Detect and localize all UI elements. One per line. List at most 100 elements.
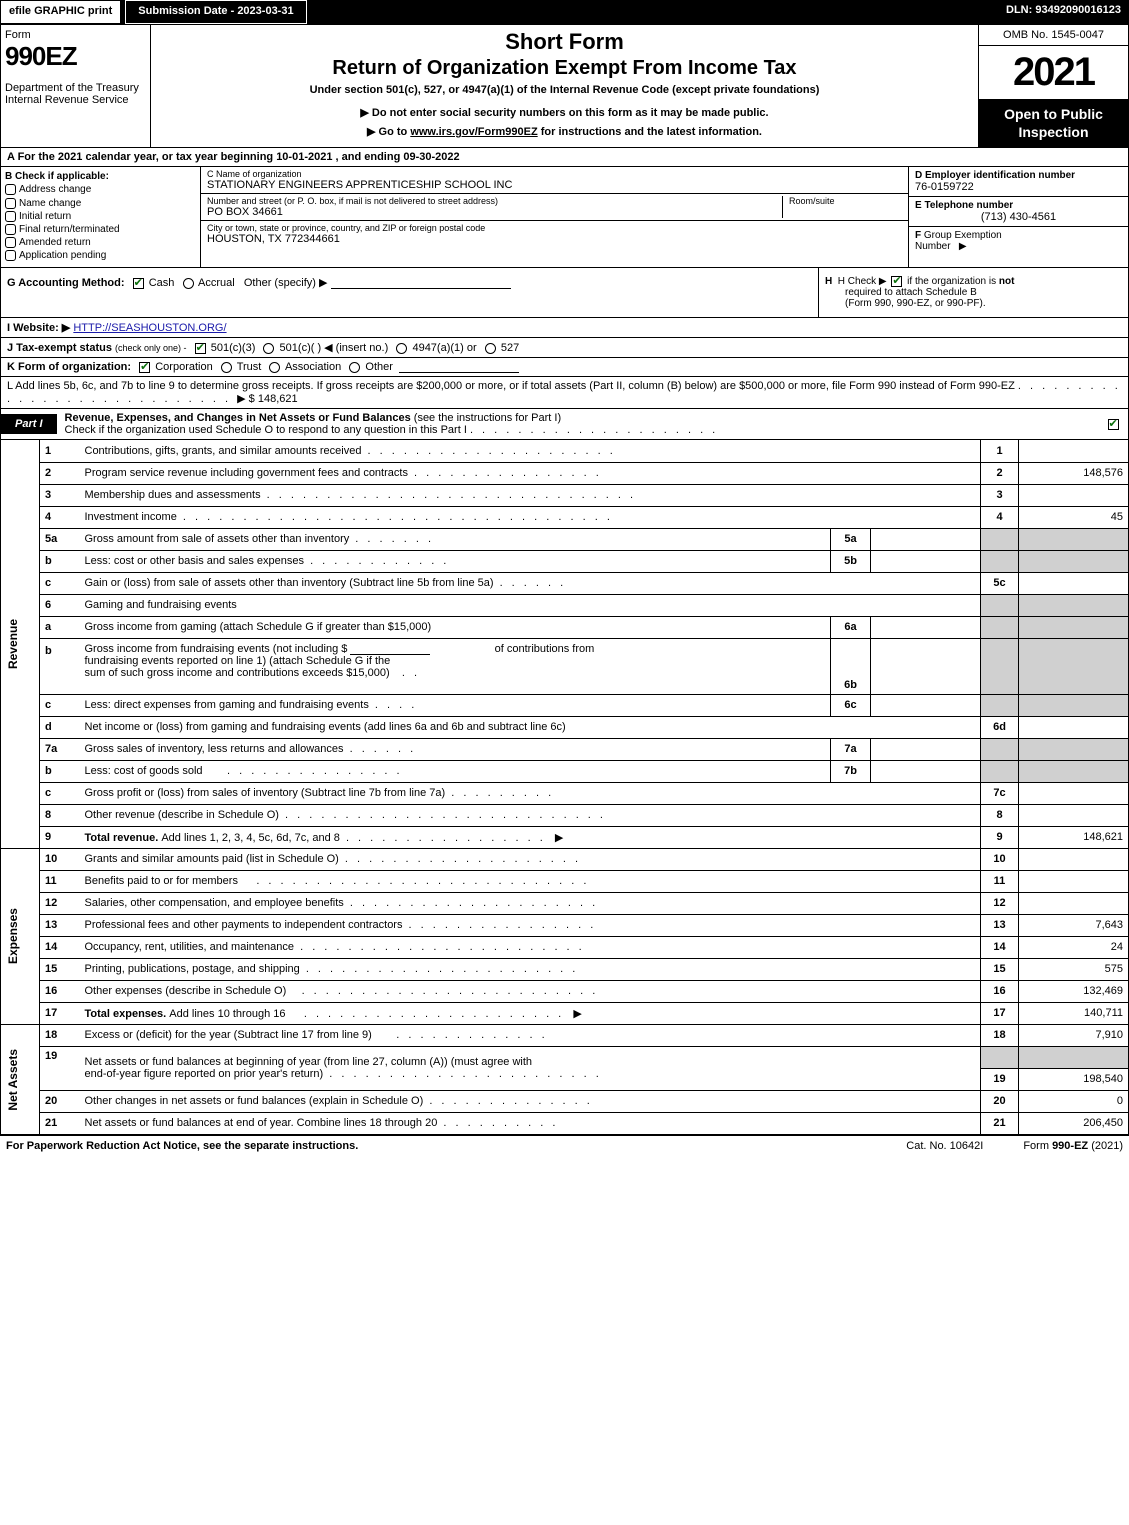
column-d-e-f: D Employer identification number 76-0159…: [908, 167, 1128, 267]
other-org-input[interactable]: [399, 361, 519, 373]
line-6d-desc: Net income or (loss) from gaming and fun…: [80, 716, 981, 738]
cb-label: Name change: [19, 198, 81, 209]
f-group-row: F Group ExemptionNumber ▶: [909, 227, 1128, 267]
line-18-val: 7,910: [1019, 1024, 1129, 1046]
l-text: L Add lines 5b, 6c, and 7b to line 9 to …: [7, 380, 1015, 392]
line-4-desc: Investment income . . . . . . . . . . . …: [80, 506, 981, 528]
part-1-sub: (see the instructions for Part I): [414, 412, 561, 424]
checkbox-amended-return[interactable]: Amended return: [5, 237, 196, 248]
radio-accrual-icon[interactable]: [183, 278, 194, 289]
line-3-desc: Membership dues and assessments . . . . …: [80, 484, 981, 506]
do-not-enter-text: ▶ Do not enter social security numbers o…: [161, 106, 968, 119]
line-18-no: 18: [40, 1024, 80, 1046]
line-12-no: 12: [40, 892, 80, 914]
line-6b-inner: 6b: [831, 638, 871, 694]
top-bar: efile GRAPHIC print Submission Date - 20…: [0, 0, 1129, 24]
contributions-blank[interactable]: [350, 643, 430, 655]
row-l-gross-receipts: L Add lines 5b, 6c, and 7b to line 9 to …: [0, 377, 1129, 409]
line-19-row: 19 Net assets or fund balances at beginn…: [1, 1046, 1129, 1068]
checkbox-address-change[interactable]: Address change: [5, 184, 196, 195]
checkbox-h-icon[interactable]: [891, 276, 902, 287]
line-5a-inner: 5a: [831, 528, 871, 550]
line-7c-box: 7c: [981, 782, 1019, 804]
line-16-val: 132,469: [1019, 980, 1129, 1002]
line-1-desc: Contributions, gifts, grants, and simila…: [80, 440, 981, 462]
line-2-box: 2: [981, 462, 1019, 484]
line-6c-row: c Less: direct expenses from gaming and …: [1, 694, 1129, 716]
omb-number: OMB No. 1545-0047: [979, 25, 1128, 46]
checkbox-final-return[interactable]: Final return/terminated: [5, 224, 196, 235]
line-6b-inner-val: [871, 638, 981, 694]
line-1-box: 1: [981, 440, 1019, 462]
line-19-val-shaded: [1019, 1046, 1129, 1068]
checkbox-application-pending[interactable]: Application pending: [5, 250, 196, 261]
short-form-title: Short Form: [161, 29, 968, 55]
d-ein-value: 76-0159722: [915, 181, 1122, 193]
line-1-no: 1: [40, 440, 80, 462]
line-16-row: 16 Other expenses (describe in Schedule …: [1, 980, 1129, 1002]
checkbox-icon: [5, 198, 16, 209]
page-footer: For Paperwork Reduction Act Notice, see …: [0, 1135, 1129, 1156]
other-specify-input[interactable]: [331, 277, 511, 289]
line-13-val: 7,643: [1019, 914, 1129, 936]
c-name-label: C Name of organization: [207, 169, 902, 179]
line-7b-inner: 7b: [831, 760, 871, 782]
j-527: 527: [501, 342, 519, 354]
checkbox-icon: [5, 184, 16, 195]
line-19-no: 19: [40, 1046, 80, 1090]
header-middle: Short Form Return of Organization Exempt…: [151, 25, 978, 147]
go-to-suffix: for instructions and the latest informat…: [538, 126, 762, 138]
footer-right-bold: 990-EZ: [1052, 1140, 1088, 1152]
open-public-badge: Open to Public Inspection: [979, 99, 1128, 147]
line-14-box: 14: [981, 936, 1019, 958]
footer-mid: Cat. No. 10642I: [866, 1140, 1023, 1152]
row-i-website: I Website: ▶ HTTP://SEASHOUSTON.ORG/: [0, 318, 1129, 338]
line-9-desc: Total revenue. Add lines 1, 2, 3, 4, 5c,…: [80, 826, 981, 848]
website-link[interactable]: HTTP://SEASHOUSTON.ORG/: [73, 322, 226, 334]
irs-link[interactable]: www.irs.gov/Form990EZ: [410, 126, 537, 138]
radio-4947-icon[interactable]: [396, 343, 407, 354]
line-3-no: 3: [40, 484, 80, 506]
header-left: Form 990EZ Department of the Treasury In…: [1, 25, 151, 147]
line-6c-val-shaded: [1019, 694, 1129, 716]
line-5b-no: b: [40, 550, 80, 572]
c-street-row: Number and street (or P. O. box, if mail…: [201, 194, 908, 221]
checkbox-initial-return[interactable]: Initial return: [5, 211, 196, 222]
line-5c-row: c Gain or (loss) from sale of assets oth…: [1, 572, 1129, 594]
line-17-no: 17: [40, 1002, 80, 1024]
row-j-tax-exempt: J Tax-exempt status (check only one) - 5…: [0, 338, 1129, 358]
footer-right-suffix: (2021): [1088, 1140, 1123, 1152]
line-2-desc: Program service revenue including govern…: [80, 462, 981, 484]
line-6d-row: d Net income or (loss) from gaming and f…: [1, 716, 1129, 738]
radio-527-icon[interactable]: [485, 343, 496, 354]
line-21-val: 206,450: [1019, 1112, 1129, 1134]
line-8-no: 8: [40, 804, 80, 826]
radio-association-icon[interactable]: [269, 362, 280, 373]
line-21-no: 21: [40, 1112, 80, 1134]
line-6a-desc: Gross income from gaming (attach Schedul…: [80, 616, 831, 638]
line-6b-box-shaded: [981, 638, 1019, 694]
line-6c-inner: 6c: [831, 694, 871, 716]
checkbox-corporation-icon[interactable]: [139, 362, 150, 373]
radio-trust-icon[interactable]: [221, 362, 232, 373]
line-12-desc: Salaries, other compensation, and employ…: [80, 892, 981, 914]
checkbox-501c3-icon[interactable]: [195, 343, 206, 354]
line-5a-desc: Gross amount from sale of assets other t…: [80, 528, 831, 550]
radio-other-icon[interactable]: [349, 362, 360, 373]
j-4947: 4947(a)(1) or: [412, 342, 476, 354]
radio-501c-icon[interactable]: [263, 343, 274, 354]
checkbox-cash-icon[interactable]: [133, 278, 144, 289]
line-7a-box-shaded: [981, 738, 1019, 760]
line-13-desc: Professional fees and other payments to …: [80, 914, 981, 936]
line-5c-box: 5c: [981, 572, 1019, 594]
line-7a-inner-val: [871, 738, 981, 760]
line-3-box: 3: [981, 484, 1019, 506]
line-13-row: 13 Professional fees and other payments …: [1, 914, 1129, 936]
line-15-row: 15 Printing, publications, postage, and …: [1, 958, 1129, 980]
checkbox-part1-icon[interactable]: [1108, 419, 1119, 430]
line-15-desc: Printing, publications, postage, and shi…: [80, 958, 981, 980]
line-6a-row: a Gross income from gaming (attach Sched…: [1, 616, 1129, 638]
checkbox-name-change[interactable]: Name change: [5, 198, 196, 209]
line-14-row: 14 Occupancy, rent, utilities, and maint…: [1, 936, 1129, 958]
line-5b-val-shaded: [1019, 550, 1129, 572]
